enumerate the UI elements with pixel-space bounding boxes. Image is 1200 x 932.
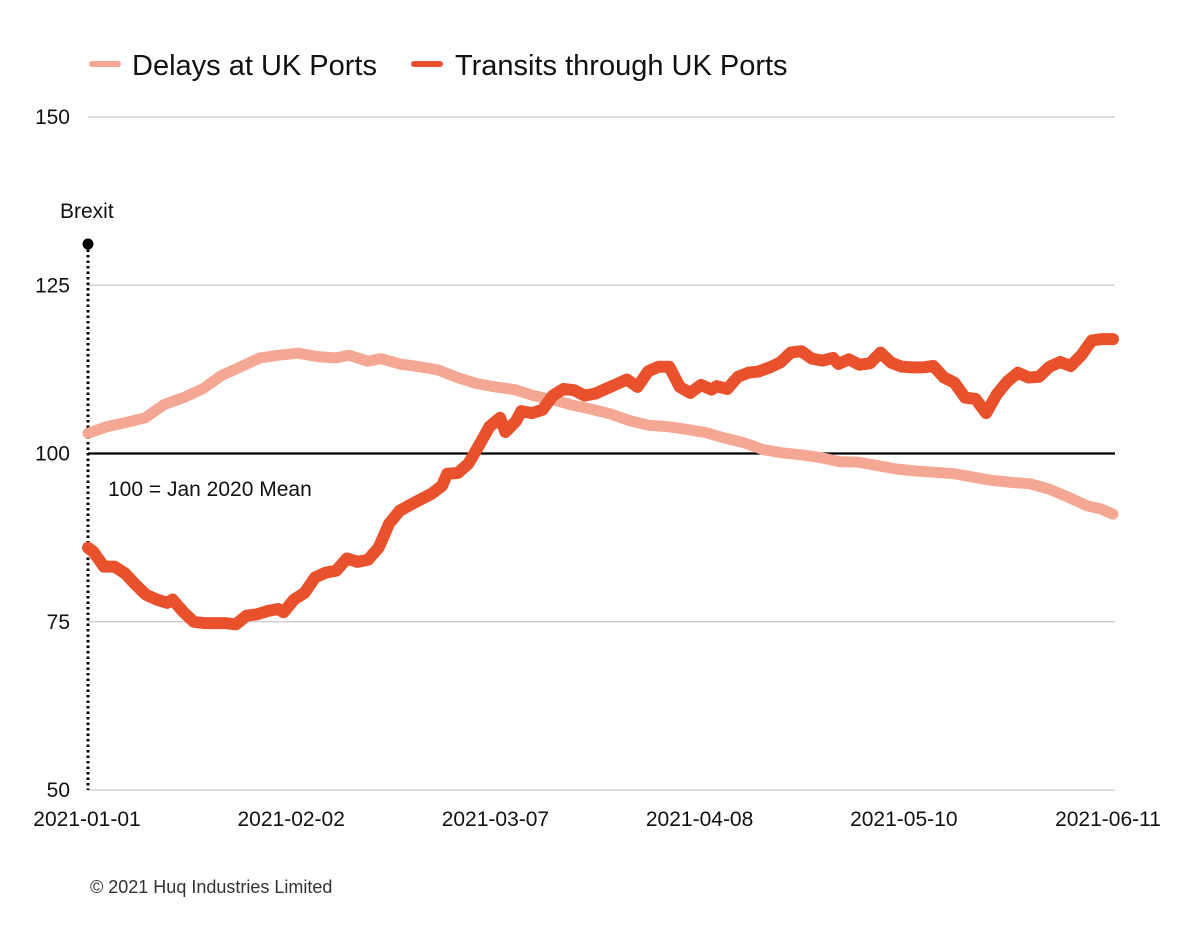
y-tick-label: 50 (47, 779, 70, 802)
event-marker-group: Brexit (60, 200, 114, 790)
x-tick-label: 2021-06-11 (1055, 808, 1161, 831)
reference-line-label: 100 = Jan 2020 Mean (108, 478, 312, 501)
legend-label: Delays at UK Ports (132, 50, 377, 82)
x-tick-label: 2021-01-01 (33, 808, 140, 831)
x-tick-label: 2021-03-07 (442, 808, 549, 831)
y-tick-label: 125 (35, 274, 70, 297)
y-tick-label: 100 (35, 443, 70, 466)
series-group (82, 333, 1119, 631)
x-tick-label: 2021-05-10 (850, 808, 957, 831)
y-axis-tick-labels: 50 75 100 125 150 (35, 106, 70, 802)
gridlines (88, 116, 1115, 791)
series-line-2 (82, 333, 1119, 631)
x-tick-label: 2021-02-02 (237, 808, 344, 831)
y-tick-label: 150 (35, 106, 70, 129)
copyright-footer: © 2021 Huq Industries Limited (90, 877, 332, 897)
x-tick-label: 2021-04-08 (646, 808, 753, 831)
series-line-1 (82, 347, 1119, 520)
x-axis-tick-labels: 2021-01-01 2021-02-02 2021-03-07 2021-04-08… (33, 808, 1161, 831)
reference-line-group: 100 = Jan 2020 Mean (88, 452, 1115, 501)
legend: Delays at UK Ports Transits through UK Po… (89, 50, 788, 82)
legend-label: Transits through UK Ports (455, 50, 788, 82)
event-marker-label: Brexit (60, 200, 114, 223)
y-tick-label: 75 (47, 611, 70, 634)
event-marker-dot (82, 238, 94, 250)
